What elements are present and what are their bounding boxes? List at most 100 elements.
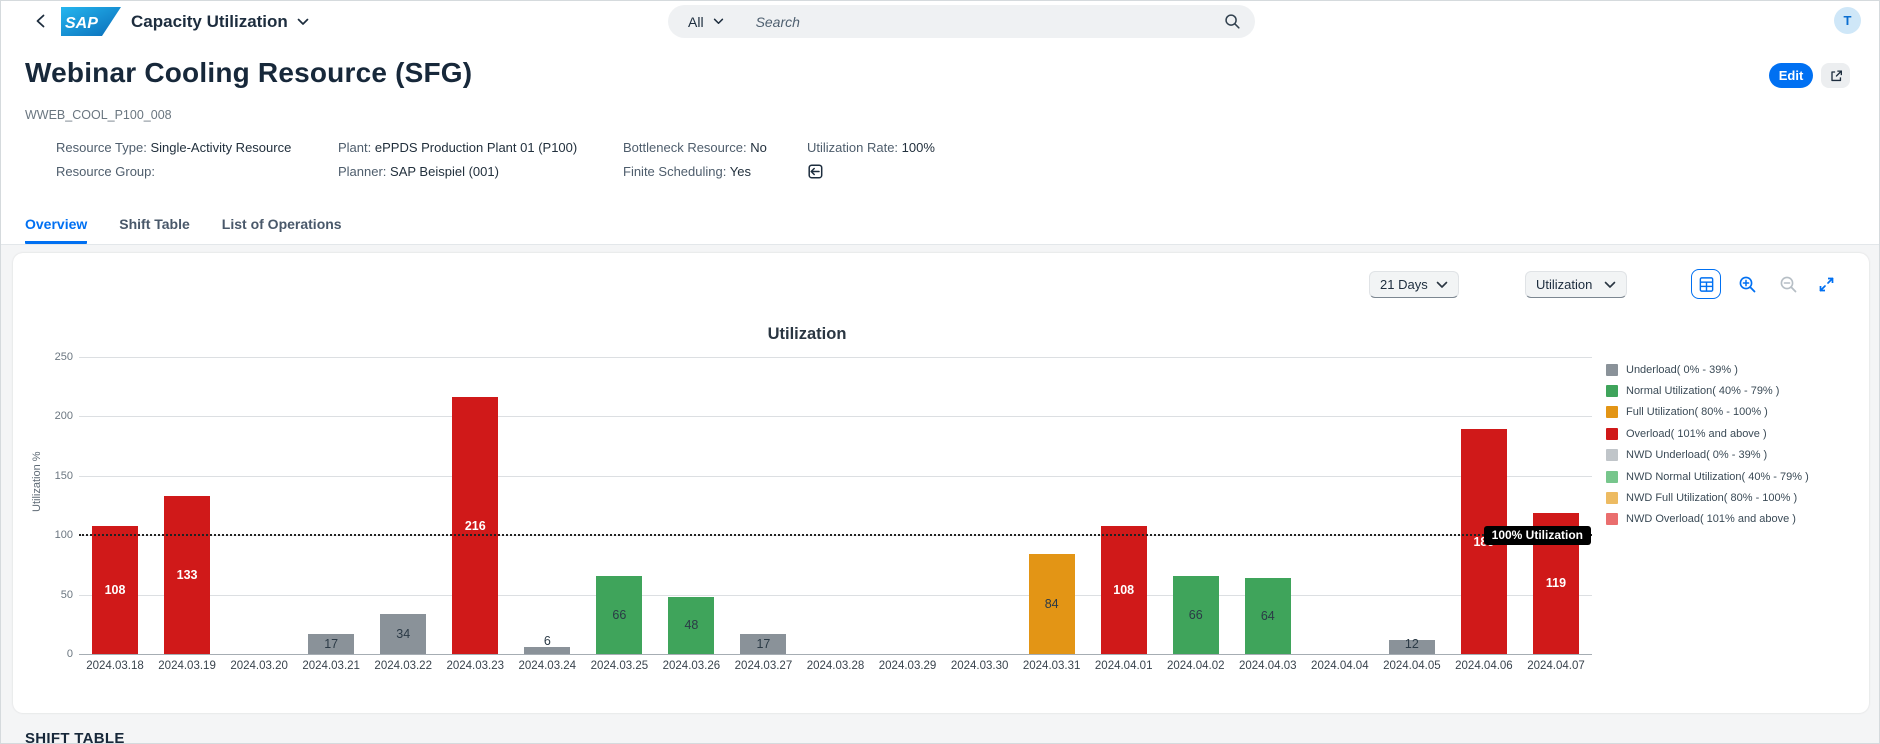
bar[interactable] (740, 633, 787, 654)
bar[interactable] (596, 575, 643, 654)
page-title: Webinar Cooling Resource (SFG) (25, 57, 473, 88)
field-bottleneck-resource: Bottleneck Resource: No (623, 140, 767, 155)
search-icon[interactable] (1224, 13, 1241, 30)
field-label: Plant: (338, 140, 372, 155)
legend-label: Normal Utilization( 40% - 79% ) (1626, 385, 1780, 398)
bar[interactable] (1028, 554, 1075, 654)
tab-list-of-operations[interactable]: List of Operations (221, 216, 342, 232)
field-utilization-rate: Utilization Rate: 100% (807, 140, 935, 155)
search-scope-select[interactable]: All (682, 14, 730, 30)
field-value: 100% (901, 140, 935, 155)
bar[interactable] (164, 495, 211, 654)
legend-item[interactable]: NWD Overload( 101% and above ) (1606, 509, 1809, 530)
chevron-down-icon (1436, 281, 1448, 288)
field-resource-group: Resource Group: (56, 164, 155, 179)
legend-item[interactable]: Underload( 0% - 39% ) (1606, 359, 1809, 380)
field-value: Single-Activity Resource (150, 140, 292, 155)
bar[interactable] (668, 596, 715, 654)
zoom-out-button[interactable] (1773, 269, 1803, 299)
table-view-toggle[interactable] (1691, 269, 1721, 299)
share-icon (1830, 69, 1842, 81)
user-avatar[interactable]: T (1834, 7, 1861, 34)
field-value: SAP Beispiel (001) (390, 164, 499, 179)
legend-item[interactable]: Full Utilization( 80% - 100% ) (1606, 402, 1809, 423)
field-label: Resource Group: (56, 164, 155, 179)
zoom-in-icon (1739, 276, 1755, 292)
field-value: ePPDS Production Plant 01 (P100) (374, 140, 578, 155)
legend-item[interactable]: NWD Full Utilization( 80% - 100% ) (1606, 487, 1809, 508)
svg-text:SAP: SAP (65, 15, 98, 32)
search-input[interactable] (755, 13, 1224, 30)
bar[interactable] (1244, 577, 1291, 654)
legend-label: NWD Full Utilization( 80% - 100% ) (1626, 492, 1798, 505)
tab-divider (1, 244, 1879, 245)
legend-item[interactable]: NWD Normal Utilization( 40% - 79% ) (1606, 466, 1809, 487)
tab-overview[interactable]: Overview (25, 216, 88, 244)
legend-item[interactable]: Normal Utilization( 40% - 79% ) (1606, 380, 1809, 401)
page-subtitle: WWEB_COOL_P100_008 (25, 108, 172, 122)
view-select-value: Utilization (1536, 277, 1593, 292)
legend-swatch-icon (1606, 363, 1618, 376)
bar[interactable] (1532, 512, 1579, 654)
field-resource-type: Resource Type: Single-Activity Resource (56, 140, 291, 155)
field-plant: Plant: ePPDS Production Plant 01 (P100) (338, 140, 577, 155)
bar[interactable] (452, 397, 499, 654)
chevron-down-icon (713, 18, 723, 24)
legend-swatch-icon (1606, 406, 1618, 419)
zoom-in-button[interactable] (1732, 269, 1762, 299)
tab-shift-table[interactable]: Shift Table (119, 216, 190, 232)
view-select[interactable]: Utilization (1525, 271, 1627, 298)
field-finite-scheduling: Finite Scheduling: Yes (623, 164, 751, 179)
legend-label: Full Utilization( 80% - 100% ) (1626, 406, 1768, 419)
chevron-down-icon (1604, 281, 1616, 288)
field-label: Bottleneck Resource: (623, 140, 747, 155)
bar[interactable] (1460, 429, 1507, 654)
legend-swatch-icon (1606, 513, 1618, 526)
field-label: Resource Type: (56, 140, 147, 155)
field-value: No (750, 140, 767, 155)
legend-swatch-icon (1606, 385, 1618, 398)
legend: Underload( 0% - 39% ) Normal Utilization(… (1606, 359, 1809, 530)
bar[interactable] (1172, 575, 1219, 654)
field-label: Planner: (338, 164, 387, 179)
period-select-value: 21 Days (1380, 277, 1428, 292)
chart-card (13, 253, 1869, 713)
app-title-menu[interactable]: Capacity Utilization (131, 10, 309, 34)
period-select[interactable]: 21 Days (1369, 271, 1459, 298)
search-bar: All (668, 5, 1255, 38)
chevron-left-icon (36, 14, 45, 27)
share-button[interactable] (1821, 63, 1850, 88)
legend-label: Underload( 0% - 39% ) (1626, 363, 1738, 376)
bar[interactable] (92, 525, 139, 654)
shift-table-heading: SHIFT TABLE (25, 730, 125, 744)
legend-label: NWD Overload( 101% and above ) (1626, 513, 1796, 526)
tab-bar: Overview Shift Table List of Operations (25, 216, 342, 244)
app-title: Capacity Utilization (131, 12, 288, 31)
back-button[interactable] (29, 10, 53, 34)
bar[interactable] (1100, 525, 1147, 654)
legend-swatch-icon (1606, 449, 1618, 462)
legend-item[interactable]: NWD Underload( 0% - 39% ) (1606, 445, 1809, 466)
navigate-arrow-icon (808, 164, 823, 179)
search-scope-value: All (688, 13, 704, 30)
table-icon (1699, 276, 1713, 292)
legend-swatch-icon (1606, 427, 1618, 440)
field-label: Finite Scheduling: (623, 164, 727, 179)
bar[interactable] (524, 646, 571, 654)
legend-swatch-icon (1606, 470, 1618, 483)
avatar-initial: T (1843, 13, 1852, 28)
zoom-out-icon (1780, 276, 1796, 292)
field-planner: Planner: SAP Beispiel (001) (338, 164, 499, 179)
legend-label: NWD Underload( 0% - 39% ) (1626, 449, 1768, 462)
edit-button[interactable]: Edit (1769, 63, 1813, 88)
related-apps-button[interactable] (805, 162, 825, 182)
legend-swatch-icon (1606, 492, 1618, 505)
bar[interactable] (308, 633, 355, 654)
bar[interactable] (1388, 639, 1435, 654)
fullscreen-button[interactable] (1811, 269, 1841, 299)
legend-label: Overload( 101% and above ) (1626, 427, 1767, 440)
field-value: Yes (729, 164, 751, 179)
bar[interactable] (380, 613, 427, 654)
legend-item[interactable]: Overload( 101% and above ) (1606, 423, 1809, 444)
